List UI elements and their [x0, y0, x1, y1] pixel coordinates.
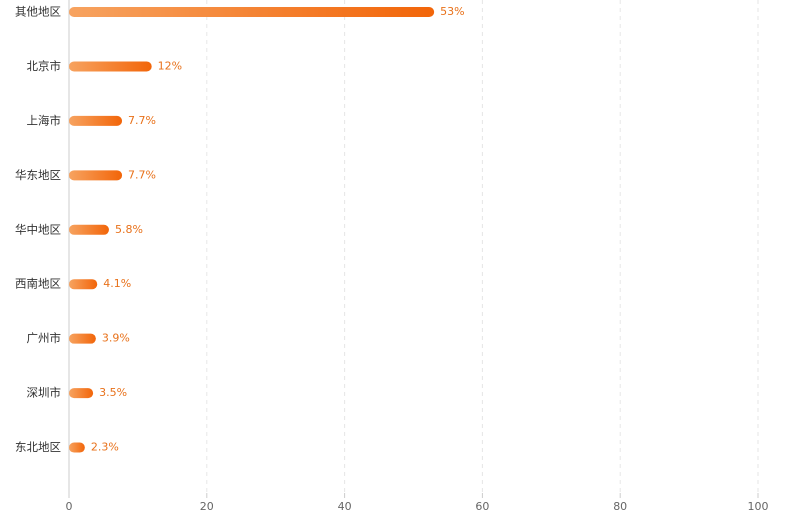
y-tick-label: 上海市	[27, 113, 62, 127]
x-tick-label: 60	[475, 500, 489, 513]
bar	[69, 388, 94, 399]
x-tick-label: 20	[200, 500, 214, 513]
y-tick-label: 广州市	[27, 331, 62, 345]
value-label: 4.1%	[103, 277, 131, 290]
x-tick-label: 0	[66, 500, 73, 513]
bar	[69, 279, 98, 290]
bar	[69, 7, 435, 17]
value-label: 2.3%	[91, 441, 119, 454]
x-tick-label: 80	[613, 500, 627, 513]
bar	[69, 115, 123, 126]
bar	[69, 224, 109, 235]
bar	[69, 442, 85, 453]
y-tick-label: 华中地区	[15, 222, 61, 236]
y-tick-label: 北京市	[27, 59, 62, 73]
value-label: 3.9%	[102, 332, 130, 345]
bar	[69, 170, 123, 181]
x-tick-label: 100	[748, 500, 769, 513]
value-label: 53%	[440, 5, 464, 18]
value-label: 3.5%	[99, 386, 127, 399]
y-tick-label: 华东地区	[15, 168, 61, 182]
value-label: 7.7%	[128, 114, 156, 127]
value-label: 5.8%	[115, 223, 143, 236]
value-label: 12%	[158, 59, 182, 72]
bar	[69, 61, 152, 72]
bar	[69, 333, 96, 344]
y-tick-label: 西南地区	[15, 277, 61, 291]
y-tick-label: 深圳市	[27, 386, 62, 400]
y-tick-label: 其他地区	[15, 5, 61, 19]
x-tick-label: 40	[338, 500, 352, 513]
value-label: 7.7%	[128, 168, 156, 181]
y-tick-label: 东北地区	[15, 440, 61, 454]
